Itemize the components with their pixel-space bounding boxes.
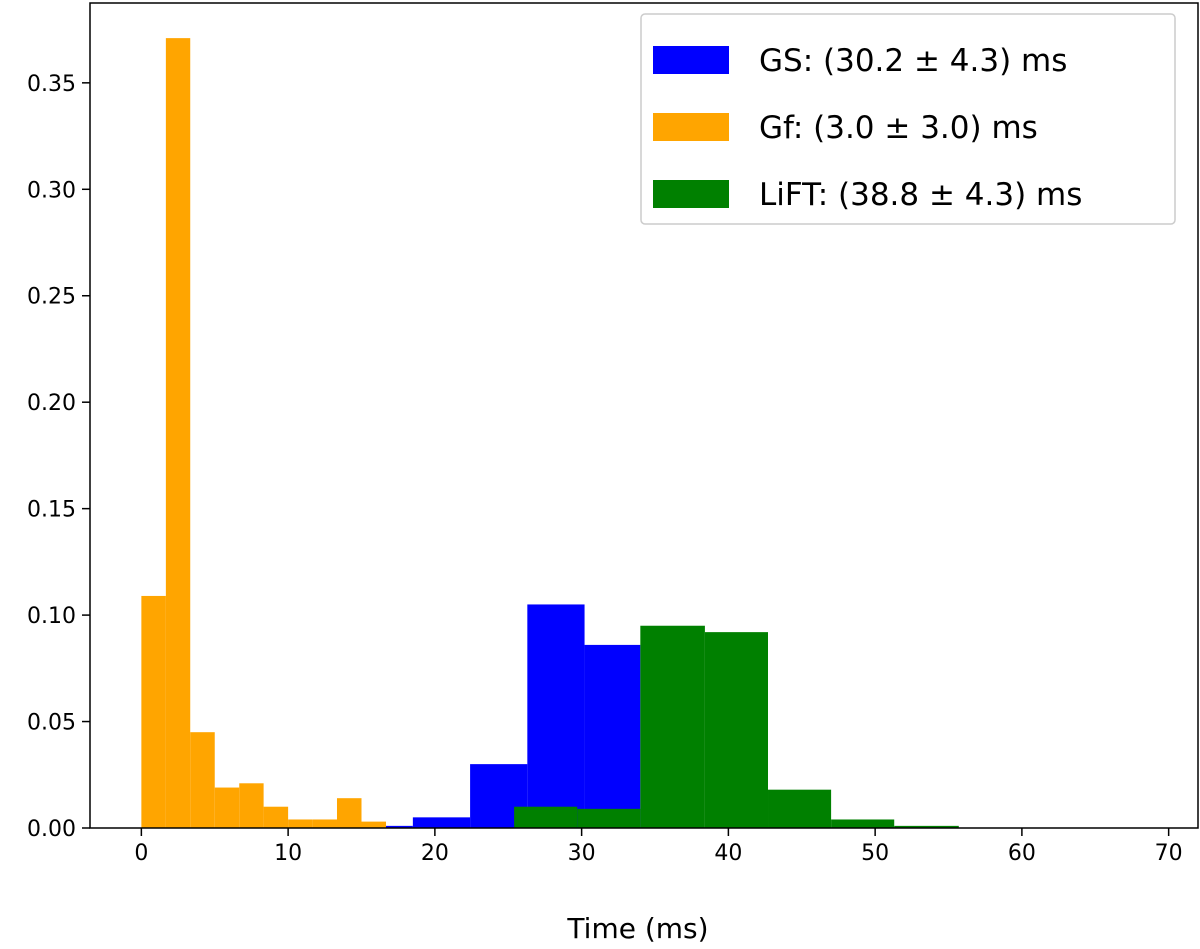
x-tick-label: 10 (274, 841, 302, 866)
x-axis-title: Time (ms) (566, 912, 708, 945)
x-tick-label: 0 (134, 841, 148, 866)
x-tick-label: 50 (861, 841, 889, 866)
y-tick-label: 0.20 (27, 391, 76, 416)
legend-swatch (653, 46, 729, 74)
bar-series-0-bin-4 (239, 783, 264, 828)
x-tick-label: 20 (421, 841, 449, 866)
bar-series-2-bin-2 (640, 625, 705, 828)
legend-label: Gf: (3.0 ± 3.0) ms (759, 110, 1038, 146)
bar-series-0-bin-8 (336, 798, 362, 828)
y-tick-label: 0.15 (27, 498, 76, 523)
legend-label: GS: (30.2 ± 4.3) ms (759, 43, 1067, 79)
bar-series-2-bin-0 (514, 806, 578, 828)
bar-series-2-bin-4 (768, 789, 832, 828)
x-tick-label: 30 (568, 841, 596, 866)
bar-series-0-bin-5 (263, 806, 289, 828)
legend-box (640, 13, 1176, 225)
legend: GS: (30.2 ± 4.3) ms Gf: (3.0 ± 3.0) ms LiF… (640, 13, 1176, 225)
y-tick-label: 0.05 (27, 711, 76, 736)
x-tick-label: 40 (714, 841, 742, 866)
bar-series-1-bin-0 (386, 825, 413, 828)
bar-series-0-bin-0 (141, 595, 166, 828)
bar-series-2-bin-6 (894, 825, 959, 828)
legend-label: LiFT: (38.8 ± 4.3) ms (759, 177, 1082, 213)
bar-series-0-bin-9 (361, 821, 387, 828)
bar-series-0-bin-6 (288, 819, 313, 828)
y-tick-label: 0.10 (27, 604, 76, 629)
y-tick-label: 0.25 (27, 285, 76, 310)
bar-series-2-bin-1 (577, 808, 641, 828)
axes-layer: 0 10 20 30 40 50 60 70 0.00 0.05 0.10 0.15 0.20 0.25 0… (27, 2, 1199, 866)
bar-series-1-bin-1 (412, 817, 471, 828)
y-tick-label: 0.00 (27, 817, 76, 842)
legend-swatch (653, 113, 729, 141)
bar-series-0-bin-3 (214, 787, 240, 828)
bar-series-2-bin-3 (704, 632, 768, 828)
legend-swatch (653, 180, 729, 208)
y-tick-label: 0.30 (27, 178, 76, 203)
x-tick-label: 60 (1008, 841, 1036, 866)
plot-frame (89, 2, 1199, 829)
bar-series-0-bin-2 (190, 732, 215, 828)
bar-series-0-bin-7 (312, 819, 337, 828)
bar-series-1-bin-3 (527, 604, 585, 828)
bar-series-1-bin-4 (584, 644, 641, 828)
y-tick-label: 0.35 (27, 72, 76, 97)
bars-layer (141, 38, 959, 828)
x-tick-label: 70 (1155, 841, 1183, 866)
bar-series-2-bin-5 (831, 819, 895, 828)
bar-series-0-bin-1 (165, 38, 191, 828)
